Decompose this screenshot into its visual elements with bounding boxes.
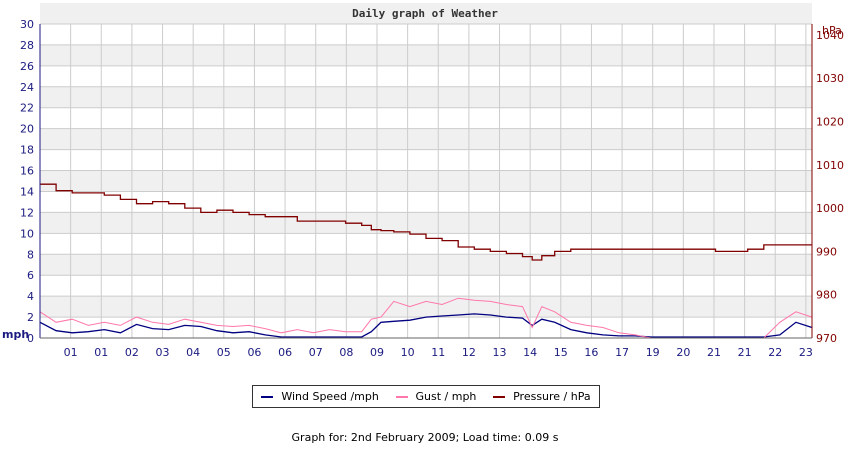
- x-tick-label: 11: [431, 346, 445, 359]
- x-tick-label: 16: [584, 346, 598, 359]
- grid-band: [40, 86, 812, 108]
- left-tick-label: 2: [27, 311, 34, 324]
- left-tick-label: 4: [27, 290, 34, 303]
- left-tick-label: 26: [20, 60, 34, 73]
- right-axis-ticks: 970 980 990 1000 1010 1020 1030 1040: [816, 29, 844, 345]
- legend-label-pressure: Pressure / hPa: [513, 390, 591, 403]
- x-tick-label: 21: [738, 346, 752, 359]
- left-tick-label: 28: [20, 39, 34, 52]
- legend-item-wind: Wind Speed /mph: [261, 390, 379, 403]
- series-line-pressure: [40, 183, 812, 261]
- legend-item-gust: Gust / mph: [395, 390, 477, 403]
- grid-band: [40, 128, 812, 150]
- legend-swatch-wind: [261, 395, 274, 398]
- grid-band: [40, 44, 812, 66]
- x-tick-label: 22: [768, 346, 782, 359]
- left-tick-label: 12: [20, 206, 34, 219]
- x-tick-label: 07: [309, 346, 323, 359]
- left-tick-label: 10: [20, 227, 34, 240]
- left-tick-label: 30: [20, 18, 34, 31]
- grid-band: [40, 296, 812, 318]
- right-tick-label: 980: [816, 289, 837, 302]
- weather-chart: Daily graph of Weather mph hPa 024681012…: [2, 3, 844, 359]
- left-axis-unit: mph: [2, 328, 29, 341]
- legend-swatch-pressure: [493, 395, 506, 398]
- grid-band: [40, 212, 812, 234]
- x-tick-label: 12: [462, 346, 476, 359]
- x-tick-label: 03: [156, 346, 170, 359]
- right-tick-label: 1040: [816, 29, 844, 42]
- background-bands: [40, 3, 812, 318]
- x-tick-label: 09: [370, 346, 384, 359]
- x-tick-label: 10: [401, 346, 415, 359]
- axes: [39, 24, 813, 339]
- left-tick-label: 6: [27, 269, 34, 282]
- x-tick-label: 17: [615, 346, 629, 359]
- x-tick-label: 06: [247, 346, 261, 359]
- x-tick-label: 21: [707, 346, 721, 359]
- right-tick-label: 1000: [816, 202, 844, 215]
- x-axis-ticks: 01 01 02 03 04 05 06 06 07 08 09 10 11 12 13 14 15 16 17 19…: [64, 346, 813, 359]
- left-tick-label: 20: [20, 123, 34, 136]
- x-tick-label: 19: [646, 346, 660, 359]
- x-tick-label: 02: [125, 346, 139, 359]
- legend-label-wind: Wind Speed /mph: [281, 390, 379, 403]
- right-tick-label: 990: [816, 245, 837, 258]
- x-tick-label: 05: [217, 346, 231, 359]
- x-tick-label: 06: [278, 346, 292, 359]
- x-tick-label: 15: [554, 346, 568, 359]
- right-tick-label: 970: [816, 332, 837, 345]
- right-tick-label: 1020: [816, 115, 844, 128]
- x-tick-label: 01: [64, 346, 78, 359]
- left-tick-label: 8: [27, 248, 34, 261]
- legend-swatch-gust: [395, 395, 408, 398]
- right-axis-unit: hPa: [822, 24, 842, 37]
- legend-item-pressure: Pressure / hPa: [493, 390, 591, 403]
- series-line-wind: [39, 313, 813, 338]
- legend: Wind Speed /mph Gust / mph Pressure / hP…: [252, 385, 600, 408]
- grid-band: [40, 3, 812, 25]
- x-tick-label: 04: [186, 346, 200, 359]
- x-tick-label: 23: [799, 346, 813, 359]
- left-tick-label: 18: [20, 144, 34, 157]
- grid-band: [40, 170, 812, 192]
- x-tick-label: 13: [493, 346, 507, 359]
- x-tick-label: 20: [676, 346, 690, 359]
- left-tick-label: 14: [20, 185, 34, 198]
- right-tick-label: 1030: [816, 72, 844, 85]
- x-tick-label: 08: [339, 346, 353, 359]
- x-tick-label: 01: [94, 346, 108, 359]
- right-tick-label: 1010: [816, 159, 844, 172]
- chart-title: Daily graph of Weather: [352, 7, 498, 20]
- left-tick-label: 22: [20, 102, 34, 115]
- gridlines: [39, 23, 812, 339]
- footer-status: Graph for: 2nd February 2009; Load time:…: [291, 431, 559, 444]
- x-tick-label: 14: [523, 346, 537, 359]
- left-tick-label: 0: [27, 332, 34, 345]
- left-tick-label: 16: [20, 165, 34, 178]
- legend-label-gust: Gust / mph: [415, 390, 477, 403]
- grid-band: [40, 254, 812, 276]
- left-tick-label: 24: [20, 81, 34, 94]
